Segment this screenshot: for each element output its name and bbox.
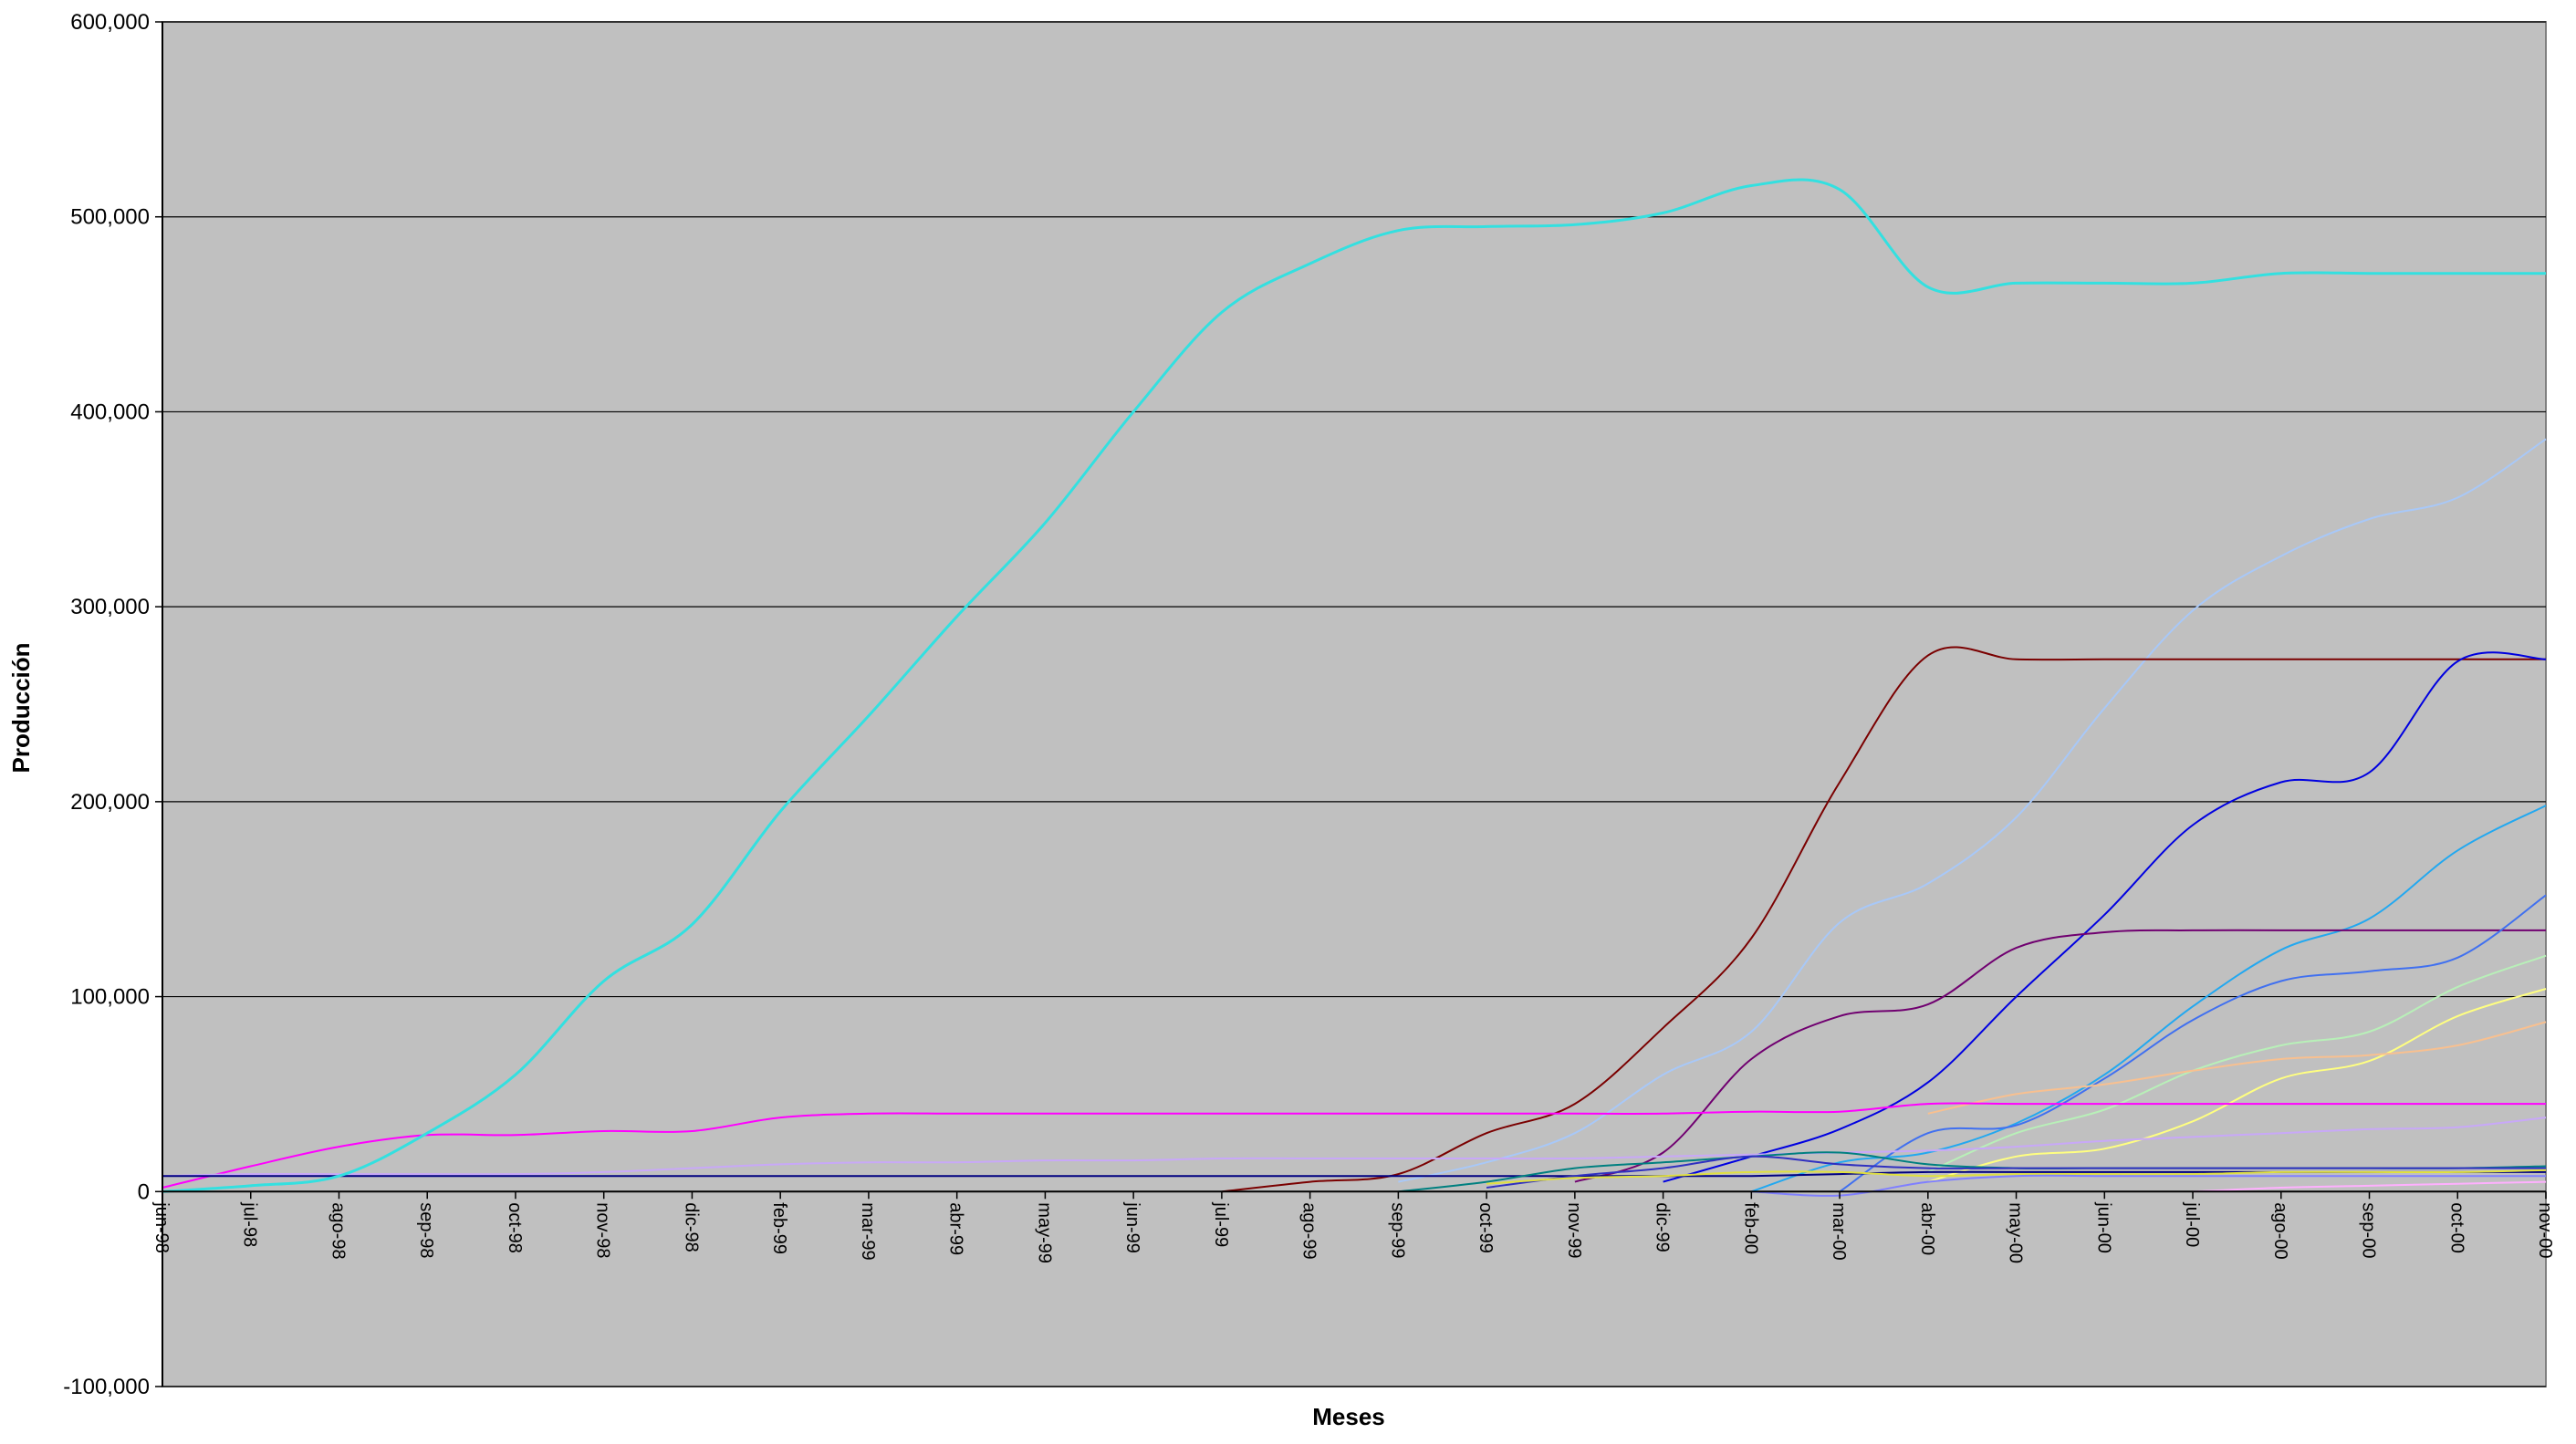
x-tick-label: ago-99 [1299,1202,1319,1259]
x-tick-label: nov-00 [2535,1202,2555,1258]
series-line-9 [1927,988,2547,1183]
x-tick-label: mar-00 [1829,1202,1849,1260]
series-line-13 [162,1170,2546,1178]
x-tick-label: jun-00 [2093,1201,2113,1253]
series-line-2 [1398,438,2547,1183]
series-line-8 [1927,954,2547,1173]
series-line-10 [1927,1021,2547,1115]
series-lines [162,178,2547,1197]
series-line-17 [1751,1174,2546,1197]
x-tick-label: nov-98 [593,1202,613,1258]
y-tick-label: 100,000 [70,985,150,1010]
x-tick-label: may-99 [1034,1202,1054,1263]
x-tick-label: ago-98 [328,1202,348,1259]
x-tick-label: jul-99 [1211,1201,1231,1247]
x-axis-title: Meses [1312,1403,1385,1430]
y-axis-title: Producción [7,642,35,773]
x-tick-label: jun-98 [151,1201,172,1253]
y-tick-label: 200,000 [70,790,150,815]
series-line-5 [1750,805,2547,1193]
x-tick-label: feb-00 [1740,1202,1760,1254]
series-line-15 [1486,1155,2546,1189]
series-line-4 [1663,651,2547,1183]
y-tick-label: 400,000 [70,400,150,424]
x-tick-labels: jun-98 jul-98 ago-98 sep-98 oct-98 nov-98 dic-… [151,1191,2555,1263]
x-tick-label: oct-99 [1476,1202,1496,1253]
x-tick-label: jul-00 [2182,1201,2202,1247]
series-line-11 [162,1102,2546,1189]
x-tick-label: dic-98 [681,1202,701,1252]
x-tick-label: dic-99 [1653,1202,1673,1252]
y-tick-label: -100,000 [63,1375,150,1399]
series-line-3 [1221,646,2546,1193]
x-tick-label: jun-99 [1122,1201,1142,1253]
series-line-16 [1486,1169,2547,1185]
x-tick-label: oct-00 [2446,1202,2466,1253]
x-tick-label: nov-99 [1564,1202,1584,1258]
x-tick-label: abr-99 [946,1202,966,1255]
y-tick-label: 500,000 [70,205,150,230]
x-tick-label: sep-98 [416,1202,436,1258]
y-tick-label: 0 [138,1179,150,1204]
x-tick-label: oct-98 [505,1202,525,1253]
y-tick-label: 600,000 [70,10,150,35]
y-tick-labels: -100,000 0 100,000 200,000 300,000 400,000 500… [63,10,150,1399]
series-line-1 [162,178,2546,1193]
plot-area [162,21,2547,1387]
x-tick-label: abr-00 [1917,1202,1937,1255]
series-line-7 [1839,894,2547,1193]
axes [162,22,2546,1387]
x-tick-label: ago-00 [2270,1202,2290,1259]
x-tick-label: sep-99 [1387,1202,1407,1258]
series-line-6 [1574,929,2546,1183]
series-line-18 [2192,1180,2547,1193]
x-tick-label: sep-00 [2359,1202,2379,1258]
x-tick-label: mar-99 [858,1202,878,1260]
y-tick-label: 300,000 [70,595,150,619]
series-line-12 [162,1117,2547,1178]
x-tick-label: may-00 [2006,1202,2026,1263]
x-tick-label: feb-99 [769,1202,789,1254]
x-tick-label: jul-98 [240,1201,260,1247]
